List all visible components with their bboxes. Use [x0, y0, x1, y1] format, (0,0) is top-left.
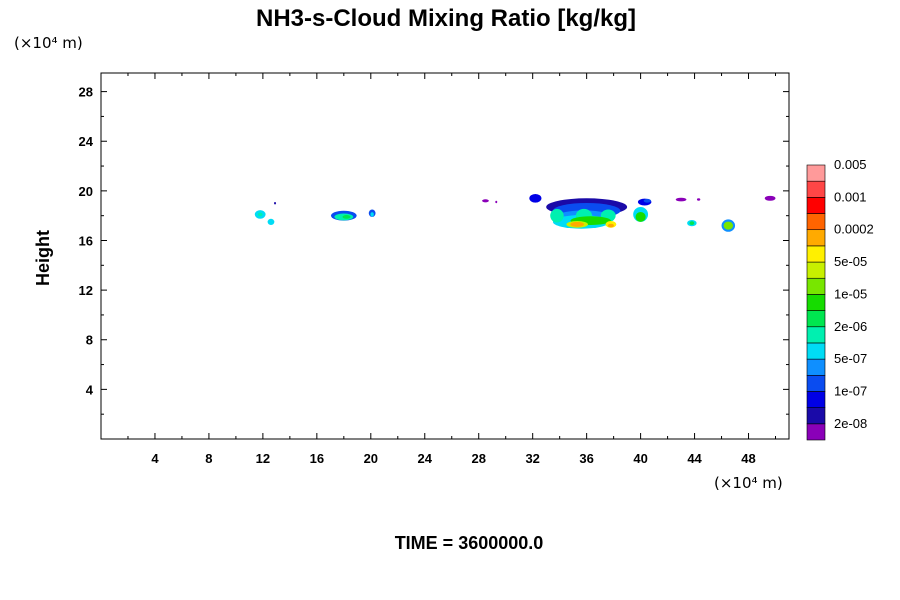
x-tick-label: 20	[364, 451, 378, 466]
colorbar-swatch	[806, 261, 826, 279]
cloud-patch	[675, 197, 687, 202]
colorbar-swatch	[806, 164, 826, 182]
y-tick-label: 12	[79, 283, 93, 298]
x-tick-label: 16	[310, 451, 324, 466]
x-tick-label: 12	[256, 451, 270, 466]
cloud-patch	[267, 218, 275, 225]
cloud-patch	[257, 212, 263, 217]
cloud-patch	[607, 223, 614, 228]
plot-frame	[100, 72, 790, 440]
colorbar-swatch	[806, 407, 826, 425]
cloud-patch	[643, 198, 652, 203]
cloud-field	[254, 193, 776, 232]
colorbar-label: 2e-08	[834, 416, 867, 431]
colorbar-label: 0.005	[834, 157, 867, 172]
x-tick-label: 24	[418, 451, 433, 466]
x-tick-label: 48	[741, 451, 755, 466]
colorbar-label: 1e-05	[834, 286, 867, 301]
y-tick-label: 4	[86, 382, 94, 397]
y-axis-label: Height	[33, 230, 53, 286]
cloud-patch	[482, 199, 489, 203]
x-tick-label: 28	[471, 451, 485, 466]
y-tick-label: 16	[79, 233, 93, 248]
x-axis: 4 8 12 16 20 24 28 32 36 40 44 48	[127, 73, 777, 466]
x-axis-unit: (×10⁴ m)	[714, 474, 783, 492]
colorbar-label: 5e-05	[834, 254, 867, 269]
colorbar-swatch	[806, 229, 826, 247]
cloud-patch	[635, 211, 646, 222]
colorbar-swatch	[806, 310, 826, 328]
colorbar: 2e-08 1e-07 5e-07 2e-06 1e-05 5e-05 0.0002 0.00…	[806, 157, 874, 441]
time-label: TIME = 3600000.0	[395, 533, 544, 553]
colorbar-swatch	[806, 197, 826, 214]
cloud-patch	[696, 198, 701, 201]
y-tick-label: 28	[79, 85, 93, 100]
colorbar-swatch	[806, 277, 826, 295]
cloud-patch	[570, 221, 584, 227]
x-tick-label: 8	[205, 451, 212, 466]
colorbar-label: 2e-06	[834, 319, 867, 334]
colorbar-label: 5e-07	[834, 351, 867, 366]
colorbar-swatch	[806, 245, 826, 263]
cloud-patch	[274, 202, 277, 205]
colorbar-swatch	[806, 213, 826, 231]
chart-title: NH3-s-Cloud Mixing Ratio [kg/kg]	[256, 5, 636, 32]
colorbar-swatch	[806, 374, 826, 392]
colorbar-swatch	[806, 294, 826, 311]
colorbar-label: 0.001	[834, 189, 867, 204]
x-tick-label: 44	[687, 451, 702, 466]
y-tick-label: 20	[79, 184, 93, 199]
x-tick-label: 36	[579, 451, 593, 466]
cloud-patch	[495, 200, 498, 204]
cloud-patch	[723, 221, 734, 230]
y-tick-label: 8	[86, 333, 93, 348]
cloud-patch	[550, 208, 564, 223]
colorbar-label: 0.0002	[834, 222, 874, 237]
cloud-patch	[689, 221, 695, 225]
cloud-patch	[764, 195, 776, 201]
x-tick-label: 4	[151, 451, 159, 466]
colorbar-swatch	[806, 423, 826, 441]
colorbar-swatch	[806, 358, 826, 376]
y-tick-label: 24	[79, 134, 94, 149]
y-axis: 4 8 12 16 20 24 28	[79, 85, 789, 415]
cloud-patch	[342, 215, 351, 219]
colorbar-swatch	[806, 326, 826, 344]
y-axis-unit: (×10⁴ m)	[14, 34, 83, 52]
colorbar-label: 1e-07	[834, 383, 867, 398]
cloud-patch	[529, 193, 542, 203]
x-tick-label: 40	[633, 451, 647, 466]
colorbar-swatch	[806, 342, 826, 360]
colorbar-swatch	[806, 391, 826, 408]
cloud-patch	[370, 212, 374, 217]
colorbar-swatch	[806, 180, 826, 198]
x-tick-label: 32	[525, 451, 539, 466]
